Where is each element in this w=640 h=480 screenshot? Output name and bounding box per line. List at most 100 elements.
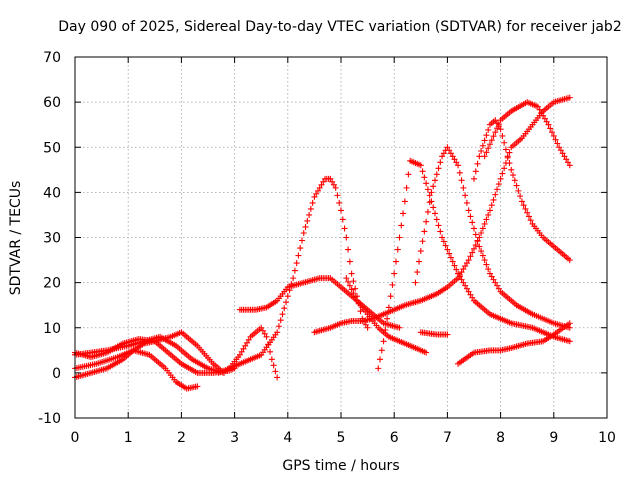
data-point <box>463 285 470 292</box>
gridlines <box>75 57 607 418</box>
data-point <box>456 169 463 176</box>
data-point <box>540 112 547 119</box>
data-point <box>481 137 488 144</box>
data-point <box>552 136 559 143</box>
data-point <box>458 276 465 283</box>
data-point <box>378 347 385 354</box>
data-point <box>345 278 352 285</box>
data-point <box>469 294 476 301</box>
data-point <box>490 196 497 203</box>
y-tick-label: 70 <box>43 50 61 66</box>
data-point <box>490 133 497 140</box>
x-tick-label: 2 <box>177 430 186 446</box>
data-point <box>513 182 520 189</box>
data-point <box>471 225 477 232</box>
data-point <box>460 279 467 286</box>
y-tick-label: 0 <box>52 366 61 382</box>
data-point <box>479 252 486 259</box>
data-point <box>238 348 245 355</box>
data-point <box>481 220 488 227</box>
y-tick-label: 10 <box>43 321 61 337</box>
data-point <box>453 266 460 273</box>
data-point <box>502 146 509 153</box>
data-point <box>391 270 398 277</box>
data-point <box>543 118 550 125</box>
data-point <box>566 257 573 264</box>
data-point <box>554 140 561 147</box>
data-point <box>307 205 314 212</box>
data-point <box>563 156 570 163</box>
data-point <box>284 293 291 300</box>
data-point <box>488 137 495 144</box>
data-point <box>485 126 492 133</box>
series-pass-2 <box>72 347 201 392</box>
y-tick-label: 20 <box>43 276 61 292</box>
data-point <box>424 186 431 193</box>
data-point <box>389 281 396 288</box>
data-point <box>481 153 488 160</box>
data-point <box>492 279 499 286</box>
data-point <box>430 204 437 211</box>
data-point <box>446 250 453 257</box>
data-point <box>458 269 465 276</box>
series-pass-10 <box>343 275 430 356</box>
data-point <box>314 187 321 194</box>
data-point <box>447 150 454 157</box>
data-point <box>396 324 403 331</box>
data-point <box>494 282 501 289</box>
data-point <box>320 178 327 185</box>
data-point <box>267 348 274 355</box>
data-point <box>419 238 426 245</box>
data-point <box>474 160 481 167</box>
data-point <box>401 198 408 205</box>
data-point <box>437 159 444 166</box>
data-point <box>412 279 419 286</box>
data-point <box>318 181 325 188</box>
data-point <box>279 311 286 318</box>
data-point <box>476 234 483 241</box>
data-point <box>481 257 488 264</box>
y-tick-label: 50 <box>43 140 61 156</box>
data-point <box>421 174 428 181</box>
data-point <box>343 275 350 282</box>
data-point <box>435 222 442 229</box>
data-point <box>306 211 313 218</box>
data-point <box>525 213 532 220</box>
data-point <box>465 288 472 295</box>
data-point <box>242 342 249 349</box>
data-point <box>417 248 424 255</box>
data-point <box>350 278 357 285</box>
x-tick-label: 7 <box>443 430 452 446</box>
data-point <box>499 132 506 139</box>
data-point <box>566 94 573 101</box>
data-point <box>478 248 485 255</box>
data-point <box>469 219 476 226</box>
x-tick-label: 5 <box>337 430 346 446</box>
data-point <box>490 276 497 283</box>
data-point <box>495 285 502 292</box>
data-point <box>485 145 492 152</box>
data-point <box>479 225 486 232</box>
data-point <box>469 249 476 256</box>
data-point <box>476 153 483 160</box>
data-point <box>556 144 563 151</box>
data-point <box>444 246 451 253</box>
data-point <box>486 270 493 277</box>
data-point <box>515 187 522 194</box>
data-point <box>259 327 266 334</box>
x-tick-label: 10 <box>598 430 616 446</box>
data-point <box>302 223 309 230</box>
data-point <box>467 213 474 220</box>
data-point <box>460 266 467 273</box>
data-point <box>494 125 501 132</box>
data-point <box>439 234 446 241</box>
data-point <box>424 208 431 215</box>
data-point <box>478 229 485 236</box>
data-point <box>385 304 392 311</box>
data-point <box>549 129 556 136</box>
y-tick-label: 40 <box>43 185 61 201</box>
data-point <box>423 180 430 187</box>
data-point <box>550 132 557 139</box>
data-point <box>449 258 456 265</box>
x-tick-label: 8 <box>496 430 505 446</box>
